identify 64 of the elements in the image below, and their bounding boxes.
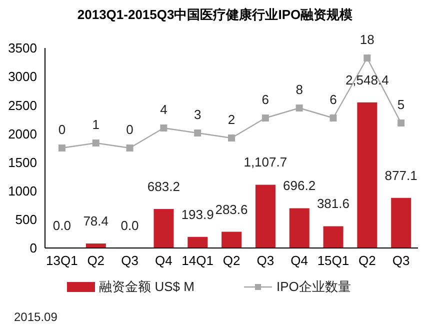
data-label: 78.4 [83, 214, 109, 229]
data-label: 381.6 [316, 196, 350, 212]
x-tick-label: Q4 [155, 253, 172, 268]
y-tick-label: 500 [15, 212, 37, 228]
bar [222, 232, 242, 248]
point [228, 134, 235, 142]
data-label: 8 [296, 82, 303, 97]
data-label: 4 [160, 102, 168, 117]
x-tick-label: 15Q1 [317, 253, 350, 268]
y-tick-label: 2500 [8, 98, 37, 113]
x-tick-label: 14Q1 [182, 253, 214, 268]
y-tick-label: 3500 [8, 40, 37, 56]
data-label: 0.0 [52, 218, 71, 233]
data-label: 877.1 [384, 168, 418, 183]
point [398, 120, 405, 126]
data-label: 683.2 [147, 178, 180, 194]
point [58, 144, 66, 152]
point [262, 114, 269, 122]
x-tick-label: Q4 [290, 253, 308, 268]
x-tick-label: Q3 [256, 253, 274, 268]
x-tick-label: Q2 [358, 253, 376, 268]
point [160, 124, 168, 132]
bar [323, 226, 344, 248]
data-label: 696.2 [283, 178, 316, 194]
x-tick-label: Q2 [222, 253, 240, 268]
x-tick-label: Q3 [392, 253, 410, 268]
data-label: 3 [194, 107, 202, 122]
y-tick-label: 1000 [8, 183, 37, 198]
y-tick-label: 3000 [8, 69, 37, 84]
data-label: 193.9 [181, 206, 214, 222]
point [92, 140, 100, 146]
data-label: 0 [58, 122, 66, 137]
point [194, 130, 202, 136]
data-label: 2 [228, 112, 236, 127]
data-label: 1 [92, 117, 100, 132]
bar [154, 208, 174, 248]
y-tick-label: 0 [30, 240, 37, 256]
data-label: 283.6 [215, 202, 248, 217]
x-tick-label: Q3 [121, 253, 138, 268]
chart-title: 2013Q1-2015Q3中国医疗健康行业IPO融资规模 [76, 6, 354, 24]
bar [188, 236, 208, 248]
data-label: 18 [360, 32, 374, 47]
point [330, 114, 337, 122]
bar [357, 102, 378, 248]
data-label: 1,107.7 [244, 154, 288, 170]
data-label: 2,548.4 [345, 72, 389, 88]
legend-label: IPO企业数量 [276, 278, 351, 296]
data-label: 6 [330, 92, 337, 107]
data-label: 0 [126, 122, 134, 137]
y-tick-label: 2000 [8, 126, 37, 142]
y-tick-label: 1500 [8, 154, 37, 170]
legend-label: 融资金额 US$ M [99, 278, 194, 296]
point [296, 104, 303, 112]
x-tick-label: Q2 [87, 253, 105, 268]
bar [255, 184, 276, 248]
point [364, 54, 371, 62]
data-label: 5 [397, 97, 405, 112]
data-label: 0.0 [120, 218, 139, 233]
point [126, 144, 134, 152]
bar [391, 198, 412, 248]
data-label: 6 [262, 92, 270, 107]
bar [289, 208, 310, 248]
text: 2015.09 [14, 310, 58, 324]
x-tick-label: 13Q1 [46, 253, 78, 268]
